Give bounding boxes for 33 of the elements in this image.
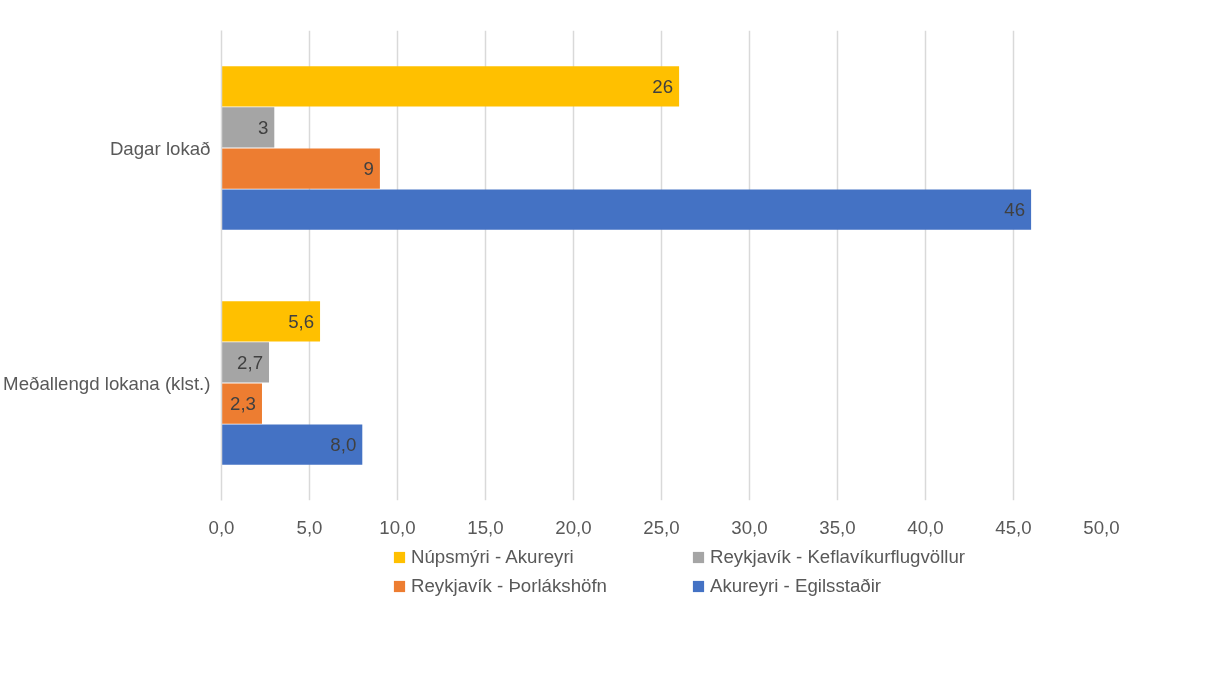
y-tick-label: Dagar lokað — [109, 137, 211, 159]
data-label: 8,0 — [330, 434, 357, 456]
x-tick-label: 10,0 — [379, 516, 416, 538]
data-label: 5,6 — [288, 310, 315, 332]
legend-label: Núpsmýri - Akureyri — [410, 545, 575, 568]
bar — [221, 383, 262, 424]
legend-label: Reykjavík - Keflavíkurflugvöllur — [709, 545, 967, 568]
x-tick-label: 30,0 — [731, 516, 768, 538]
x-tick-label: 15,0 — [467, 516, 504, 538]
x-tick-label: 5,0 — [296, 516, 323, 538]
x-tick-label: 45,0 — [995, 516, 1032, 538]
data-label: 2,7 — [237, 351, 264, 373]
data-label: 3 — [257, 116, 269, 138]
data-label: 26 — [652, 75, 674, 97]
bar — [221, 301, 321, 342]
x-tick-label: 35,0 — [819, 516, 856, 538]
x-tick-label: 50,0 — [1083, 516, 1120, 538]
x-tick-label: 40,0 — [907, 516, 944, 538]
x-tick-label: 0,0 — [208, 516, 235, 538]
bar — [221, 107, 275, 148]
bar — [221, 424, 363, 465]
legend-label: Akureyri - Egilsstaðir — [709, 574, 883, 597]
data-label: 9 — [363, 158, 374, 180]
bar — [221, 342, 270, 383]
bar — [221, 189, 1032, 230]
x-tick-label: 20,0 — [555, 516, 592, 538]
data-label: 2,3 — [230, 393, 256, 415]
data-label: 46 — [1004, 199, 1026, 221]
y-tick-label: Meðallengd lokana (klst.) — [3, 372, 211, 394]
bar — [221, 148, 380, 189]
x-tick-label: 25,0 — [643, 516, 680, 538]
legend-label: Reykjavík - Þorlákshöfn — [410, 574, 608, 597]
bar — [221, 66, 680, 107]
